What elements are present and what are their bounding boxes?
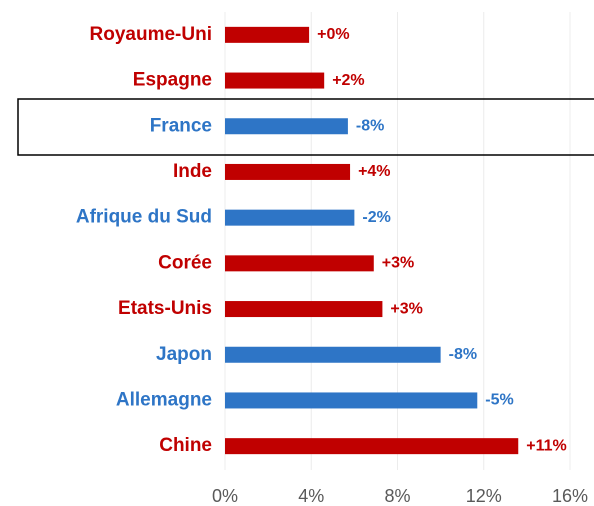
bar-annotation: +3% xyxy=(390,300,422,317)
category-label: Afrique du Sud xyxy=(76,207,212,228)
category-label: Allemagne xyxy=(116,389,212,410)
bar xyxy=(225,72,325,89)
highlight-box xyxy=(17,98,594,156)
category-label: Japon xyxy=(156,344,212,365)
bar-annotation: -5% xyxy=(485,392,513,409)
bar xyxy=(225,301,383,318)
bar-annotation: -2% xyxy=(362,209,390,226)
bar-annotation: -8% xyxy=(449,346,477,363)
bar-annotation: +3% xyxy=(382,255,414,272)
bar xyxy=(225,118,348,135)
category-label: France xyxy=(150,115,212,136)
bar xyxy=(225,26,310,43)
category-label: Inde xyxy=(173,161,212,182)
bar-annotation: +4% xyxy=(358,163,390,180)
category-label: Royaume-Uni xyxy=(90,24,212,45)
bar xyxy=(225,163,351,180)
bar-annotation: -8% xyxy=(356,117,384,134)
bar xyxy=(225,346,441,363)
bar xyxy=(225,392,478,409)
bar-annotation: +2% xyxy=(332,72,364,89)
category-label: Etats-Unis xyxy=(118,298,212,319)
bar-annotation: +11% xyxy=(526,437,566,454)
bar xyxy=(225,255,374,272)
bar xyxy=(225,209,355,226)
x-tick-label: 4% xyxy=(298,486,324,506)
x-tick-label: 0% xyxy=(212,486,238,506)
x-tick-label: 16% xyxy=(552,486,588,506)
category-label: Chine xyxy=(159,435,212,456)
x-tick-label: 8% xyxy=(384,486,410,506)
category-label: Espagne xyxy=(133,70,212,91)
x-tick-label: 12% xyxy=(466,486,502,506)
bar-annotation: +0% xyxy=(317,26,349,43)
bar xyxy=(225,438,519,455)
category-label: Corée xyxy=(158,252,212,273)
